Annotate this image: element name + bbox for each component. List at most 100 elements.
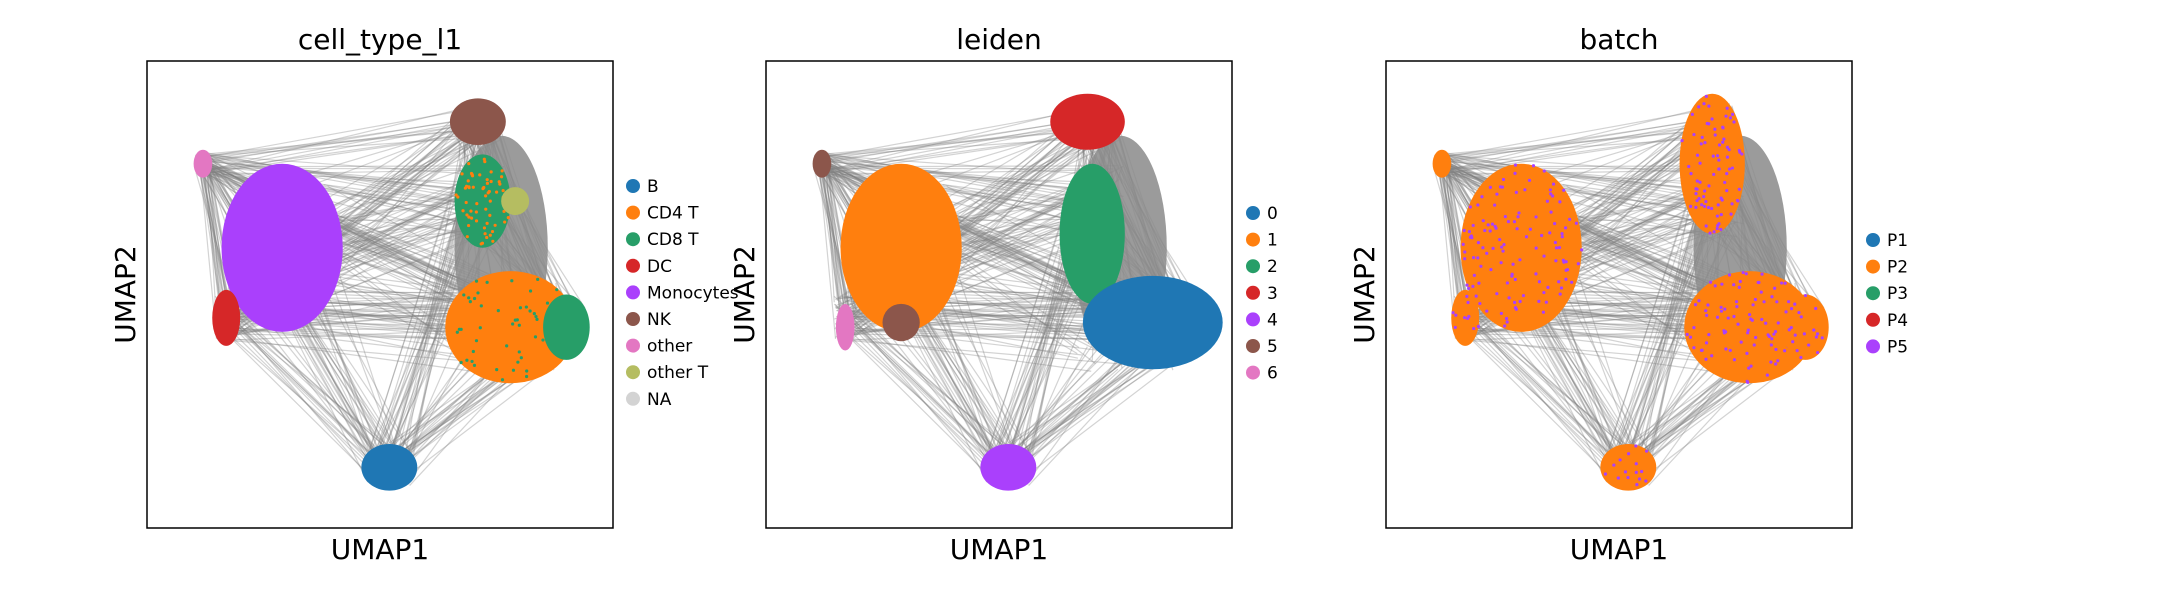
cluster-cd8-t-dot [497, 180, 501, 184]
edge [197, 130, 459, 156]
edge [209, 160, 471, 191]
batch-nk-cd8-dot [1715, 226, 1719, 231]
batch-monocytes-dot [1467, 286, 1471, 290]
batch-cd8-right-dot [1815, 332, 1820, 336]
cluster-cd8-t-dot [460, 172, 464, 176]
edge [834, 323, 1000, 469]
cluster-cd4-t-dot [545, 301, 550, 305]
edge [1437, 155, 1468, 307]
edge [1468, 337, 1712, 372]
cluster-cd4-t-dot [511, 322, 515, 326]
batch-monocytes-dot [1471, 223, 1475, 228]
edge [216, 305, 397, 479]
edge [203, 170, 220, 301]
cluster-0 [1082, 275, 1223, 370]
edge [1637, 368, 1739, 456]
edge [222, 293, 498, 338]
batch-cd4-dot [1708, 280, 1713, 284]
panel-title: leiden [956, 23, 1042, 56]
edge [846, 327, 989, 465]
edge [217, 309, 371, 456]
panel-3: batch UMAP1 UMAP2 P1 P2 P3 P4 P5 [1348, 23, 1908, 566]
batch-monocytes-dot [1563, 226, 1568, 230]
cluster-cd4-t-dot [505, 344, 509, 348]
edge [816, 154, 1100, 176]
batch-monocytes-dot [1560, 235, 1564, 239]
batch-nk-cd8-dot [1717, 158, 1721, 162]
legend-label: NK [647, 310, 672, 330]
edge [215, 323, 381, 469]
batch-monocytes-dot [1557, 246, 1562, 250]
batch-b-dot [1616, 476, 1620, 480]
batch-monocytes-dot [1506, 220, 1511, 224]
edge [1457, 325, 1617, 483]
edge [827, 152, 1112, 209]
batch-other [1432, 149, 1452, 178]
batch-monocytes-dot [1534, 246, 1538, 250]
batch-monocytes-dot [1558, 200, 1562, 204]
batch-monocytes-dot [1514, 307, 1518, 311]
edge [1457, 282, 1723, 340]
batch-cd8-right-dot [1787, 328, 1791, 332]
batch-cd4-dot [1704, 357, 1708, 361]
edge [1453, 295, 1645, 466]
batch-cd4-dot [1706, 303, 1710, 307]
edge [820, 154, 1092, 197]
cluster-cd4-t-dot [478, 326, 482, 330]
edge [208, 157, 465, 224]
edge [1456, 309, 1610, 456]
batch-monocytes-dot [1562, 188, 1566, 192]
batch-nk-cd8-dot [1702, 195, 1706, 199]
batch-cd4-dot [1745, 379, 1749, 383]
legend-label: 0 [1267, 204, 1278, 224]
edge [817, 156, 837, 340]
y-axis-label: UMAP2 [1348, 245, 1381, 344]
legend-label: P2 [1887, 258, 1908, 278]
batch-monocytes-dot [1570, 280, 1574, 284]
cluster-cd4-t-dot [471, 349, 475, 354]
edge [1611, 180, 1710, 474]
batch-b-dot [1612, 463, 1616, 467]
cluster-cd8-t-dot [466, 179, 470, 183]
batch-cd4-dot [1762, 300, 1766, 304]
batch-nk-cd8-dot [1702, 204, 1707, 208]
batch-cd4-dot [1772, 332, 1776, 336]
batch-monocytes-dot [1548, 231, 1552, 235]
cluster-cd4-t-dot [513, 318, 517, 322]
batch-cd4-dot [1735, 304, 1739, 309]
edge [197, 154, 481, 176]
batch-nk-cd8-dot [1698, 180, 1702, 184]
batch-monocytes-dot [1505, 320, 1509, 324]
edge [1017, 368, 1119, 456]
cluster-cd4-t-dot [516, 360, 520, 364]
batch-monocytes-dot [1490, 222, 1495, 226]
batch-cd4-dot [1746, 331, 1750, 335]
cluster-2 [1059, 163, 1125, 304]
cluster-cd8-t-dot [483, 232, 487, 236]
batch-b [1600, 443, 1657, 491]
batch-nk-cd8-dot [1687, 164, 1691, 169]
edge [1469, 302, 1642, 478]
batch-nk-cd8-dot [1704, 199, 1708, 204]
edge [218, 325, 378, 483]
cluster-cd8-t-dot [491, 239, 495, 243]
legend-label: CD8 T [647, 230, 699, 250]
legend-label: P1 [1887, 231, 1908, 251]
legend-marker [1866, 312, 1880, 327]
cluster-cd4-t-dot [459, 360, 463, 365]
edge [1448, 154, 1702, 224]
edge [842, 339, 1146, 367]
legend-marker [1246, 312, 1260, 327]
batch-nk-cd8-dot [1712, 230, 1716, 234]
edge [200, 165, 498, 168]
cluster-3 [1050, 93, 1125, 150]
edge [201, 108, 470, 159]
cluster-cd8-t-dot [461, 209, 465, 213]
edge [1439, 133, 1705, 172]
edge [821, 166, 845, 310]
batch-monocytes-dot [1574, 221, 1578, 225]
batch-cd4-dot [1783, 281, 1787, 285]
batch-cd4-dot [1719, 305, 1723, 309]
cluster-cd8-t-dot [474, 210, 478, 214]
batch-nk-cd8-dot [1715, 154, 1720, 158]
